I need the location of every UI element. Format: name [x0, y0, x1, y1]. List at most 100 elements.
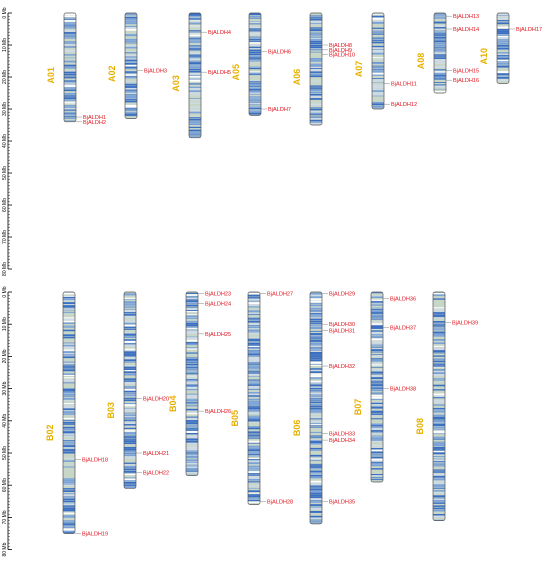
chromosome-band: [248, 300, 260, 302]
chromosome-band: [248, 418, 260, 420]
chromosome-band: [371, 318, 383, 320]
chromosome-band: [189, 94, 201, 96]
chromosome-band: [433, 458, 445, 460]
chromosome-band: [433, 519, 445, 521]
chromosome-band: [371, 428, 383, 430]
chromosome-band: [248, 419, 260, 422]
chromosome-band: [433, 313, 445, 315]
chromosome-band: [63, 322, 75, 325]
chromosome-band: [186, 304, 198, 307]
chromosome-band: [310, 464, 322, 466]
chromosome-band: [249, 44, 261, 46]
chromosome-band: [310, 431, 322, 433]
chromosome-band: [248, 337, 260, 339]
chromosome-band: [64, 44, 76, 46]
gene-marker: BjALDH38: [383, 387, 416, 393]
chromosome-band: [186, 388, 198, 391]
chromosome-band: [63, 428, 75, 431]
chromosome-band: [124, 308, 136, 310]
chromosome-band: [248, 384, 260, 386]
chromosome-band: [249, 96, 261, 97]
chromosome-band: [310, 87, 322, 88]
chromosome-band: [248, 292, 260, 295]
chromosome-band: [124, 319, 136, 321]
chromosome-band: [249, 87, 261, 89]
chromosome-band: [310, 485, 322, 487]
chromosome-band: [434, 52, 446, 54]
chromosome-bands: [189, 13, 201, 138]
chromosome-band: [63, 354, 75, 356]
chromosome-band: [310, 118, 322, 120]
chromosome-band: [63, 361, 75, 363]
chromosome-band: [248, 476, 260, 478]
chromosome-band: [433, 312, 445, 313]
chromosome-band: [310, 515, 322, 518]
chromosome-band: [310, 40, 322, 43]
chromosome-band: [372, 17, 384, 20]
chromosome-band: [434, 15, 446, 17]
chromosome-band: [310, 510, 322, 513]
chromosome-band: [248, 323, 260, 325]
chromosome-band: [64, 77, 76, 79]
chromosome-band: [371, 436, 383, 438]
axis-tick-label: 20 Mb: [2, 70, 8, 84]
chromosome-band: [433, 508, 445, 510]
gene-label: BjALDH4: [208, 30, 231, 36]
chromosome-band: [248, 350, 260, 353]
chromosome-band: [248, 347, 260, 349]
chromosome-band: [124, 416, 136, 417]
chromosome-band: [371, 412, 383, 414]
chromosome-band: [249, 48, 261, 50]
chromosome-band: [186, 454, 198, 456]
chromosome-band: [371, 454, 383, 456]
chromosome-band: [310, 519, 322, 521]
chromosome-band: [124, 404, 136, 407]
chromosome-band: [310, 350, 322, 352]
chromosome-band: [248, 298, 260, 299]
gene-label: BjALDH3: [144, 69, 167, 75]
chromosome-band: [186, 360, 198, 363]
chromosome-band: [186, 348, 198, 350]
chromosome-band: [434, 28, 446, 30]
chromosome-band: [124, 311, 136, 313]
chromosome-band: [124, 361, 136, 363]
chromosome-outline: [433, 12, 447, 94]
chromosome-band: [186, 381, 198, 383]
chromosome-band: [433, 399, 445, 402]
chromosome-band: [310, 520, 322, 523]
axis-tick-label: 60 Mb: [2, 478, 8, 492]
chromosome-A05: A05 BjALDH6 BjALDH7: [231, 12, 291, 116]
gene-label: BjALDH35: [329, 499, 355, 505]
chromosome-band: [371, 430, 383, 432]
chromosome-band: [64, 101, 76, 102]
chromosome-bands: [497, 13, 509, 84]
chromosome-band: [186, 384, 198, 386]
chromosome-band: [63, 307, 75, 309]
chromosome-band: [125, 27, 137, 29]
chromosome-band: [434, 47, 446, 49]
chromosome-band: [434, 44, 446, 47]
chromosome-band: [433, 410, 445, 413]
chromosome-band: [310, 368, 322, 370]
chromosome-band: [64, 45, 76, 47]
chromosome-band: [63, 317, 75, 319]
chromosome-band: [124, 336, 136, 338]
chromosome-band: [372, 74, 384, 76]
chromosome-band: [63, 451, 75, 454]
chromosome-band: [63, 308, 75, 310]
chromosome-band: [371, 377, 383, 380]
chromosome-band: [124, 462, 136, 464]
chromosome-band: [189, 76, 201, 78]
chromosome-band: [125, 94, 137, 95]
chromosome-band: [433, 402, 445, 404]
chromosome-band: [124, 453, 136, 454]
chromosome-band: [124, 328, 136, 330]
chromosome-band: [433, 459, 445, 462]
chromosome-band: [433, 339, 445, 340]
chromosome-band: [310, 359, 322, 362]
chromosome-band: [434, 16, 446, 18]
chromosome-band: [248, 442, 260, 444]
chromosome-band: [63, 426, 75, 429]
chromosome-band: [248, 492, 260, 494]
chromosome-bands: [186, 292, 198, 476]
